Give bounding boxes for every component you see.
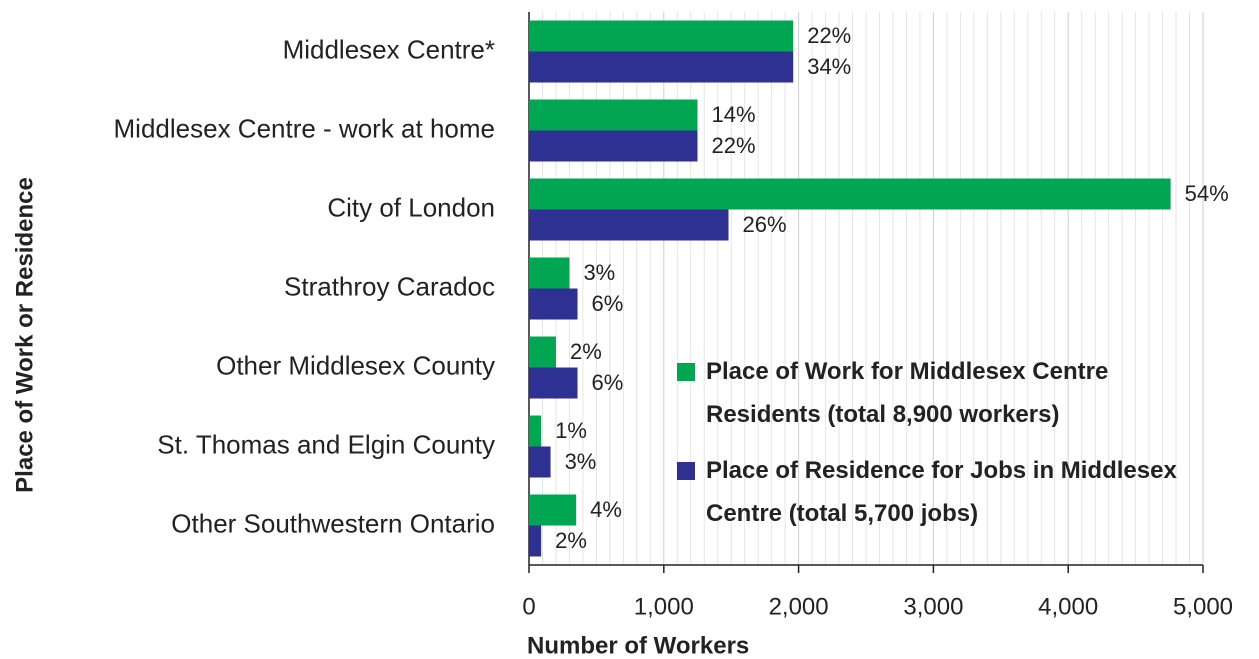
bar	[529, 178, 1171, 210]
bar-label: 6%	[592, 291, 624, 316]
x-tick-label: 0	[522, 593, 535, 620]
bar-label: 34%	[807, 54, 851, 79]
bar	[529, 20, 794, 52]
y-tick-label: City of London	[327, 192, 495, 222]
bar-label: 6%	[592, 370, 624, 395]
bar-label: 54%	[1185, 181, 1229, 206]
bar-label: 22%	[712, 133, 756, 158]
x-axis-title: Number of Workers	[527, 632, 749, 659]
legend-swatch	[677, 363, 695, 381]
x-tick-label: 1,000	[634, 593, 694, 620]
bar-label: 1%	[555, 418, 587, 443]
y-tick-label: St. Thomas and Elgin County	[157, 429, 495, 459]
bar-label: 3%	[583, 260, 615, 285]
bar-label: 2%	[555, 528, 587, 553]
bar-label: 3%	[565, 449, 597, 474]
bar	[529, 99, 698, 131]
legend-label: Place of Residence for Jobs in Middlesex…	[706, 457, 1177, 527]
x-tick-label: 4,000	[1038, 593, 1098, 620]
y-tick-label: Other Southwestern Ontario	[171, 508, 495, 538]
bar-label: 4%	[590, 497, 622, 522]
y-tick-label: Middlesex Centre*	[283, 34, 495, 64]
y-tick-label: Other Middlesex County	[216, 350, 495, 380]
bar-label: 14%	[712, 102, 756, 127]
y-tick-label: Strathroy Caradoc	[284, 271, 495, 301]
bar	[529, 130, 698, 162]
bar	[529, 367, 578, 399]
bar-label: 2%	[570, 339, 602, 364]
bar	[529, 336, 556, 368]
y-axis-title: Place of Work or Residence	[11, 177, 38, 493]
y-tick-label: Middlesex Centre - work at home	[114, 113, 495, 143]
bar	[529, 51, 794, 83]
legend-label: Place of Work for Middlesex Centre Resid…	[706, 358, 1109, 428]
bar	[529, 494, 577, 526]
x-tick-label: 5,000	[1173, 593, 1233, 620]
bar	[529, 525, 542, 557]
bar	[529, 446, 551, 478]
bar-label: 26%	[743, 212, 787, 237]
bar-label: 22%	[807, 23, 851, 48]
x-tick-label: 3,000	[903, 593, 963, 620]
bar	[529, 209, 729, 241]
legend-swatch	[677, 462, 695, 480]
bar	[529, 415, 542, 447]
bar	[529, 257, 570, 289]
x-tick-label: 2,000	[769, 593, 829, 620]
bar	[529, 288, 578, 320]
